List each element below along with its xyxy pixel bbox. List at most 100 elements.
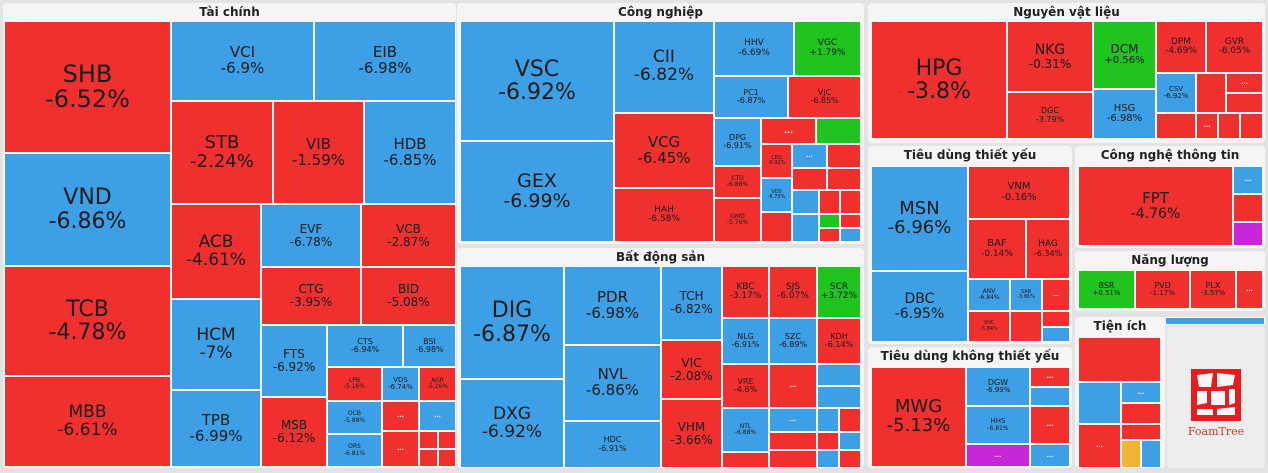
stock-tile[interactable]: AGR -5.26% bbox=[419, 367, 456, 401]
more-tile[interactable] bbox=[1121, 403, 1161, 424]
stock-tile[interactable]: CII -6.82% bbox=[614, 21, 714, 113]
more-tile[interactable] bbox=[761, 212, 792, 242]
more-tile[interactable] bbox=[827, 144, 861, 168]
stock-tile[interactable]: DGC -3.79% bbox=[1007, 92, 1093, 139]
more-tile[interactable]: ... bbox=[1042, 279, 1070, 311]
stock-tile[interactable]: VJC -6.85% bbox=[788, 76, 861, 118]
stock-tile[interactable]: VNM -0.16% bbox=[968, 166, 1070, 219]
stock-tile[interactable]: NKG -0.31% bbox=[1007, 21, 1093, 92]
more-tile[interactable] bbox=[792, 214, 819, 242]
more-tile[interactable]: ... bbox=[792, 144, 827, 168]
more-tile[interactable]: ... bbox=[1121, 382, 1161, 403]
stock-tile[interactable]: HAH -6.58% bbox=[614, 188, 714, 242]
more-tile[interactable]: ... bbox=[1196, 113, 1218, 139]
stock-tile[interactable]: SJS -6.07% bbox=[769, 266, 817, 318]
stock-tile[interactable]: FTS -6.92% bbox=[261, 325, 327, 397]
more-tile[interactable] bbox=[819, 190, 840, 214]
more-tile[interactable] bbox=[819, 214, 840, 228]
more-tile[interactable] bbox=[817, 450, 839, 468]
more-tile[interactable] bbox=[769, 432, 817, 450]
stock-tile[interactable]: VRE -4.6% bbox=[722, 364, 769, 408]
more-tile[interactable]: ... bbox=[1236, 270, 1263, 309]
more-tile[interactable] bbox=[419, 431, 438, 449]
more-tile[interactable]: ... bbox=[1078, 424, 1121, 468]
stock-tile[interactable]: HDC -6.91% bbox=[564, 421, 661, 468]
stock-tile[interactable]: GMD -5.76% bbox=[714, 198, 761, 242]
stock-tile[interactable]: PC1 -6.87% bbox=[714, 76, 788, 118]
more-tile[interactable] bbox=[827, 168, 861, 190]
stock-tile[interactable]: ANV -6.84% bbox=[968, 279, 1010, 311]
more-tile[interactable] bbox=[839, 450, 861, 468]
more-tile[interactable] bbox=[1141, 440, 1161, 468]
stock-tile[interactable]: VCI -6.9% bbox=[171, 21, 314, 101]
stock-tile[interactable]: HCM -7% bbox=[171, 299, 261, 390]
more-tile[interactable] bbox=[817, 408, 839, 432]
stock-tile[interactable]: DGW -6.99% bbox=[966, 367, 1030, 406]
stock-tile[interactable]: BSR +0.51% bbox=[1078, 270, 1135, 309]
stock-tile[interactable]: TCB -4.78% bbox=[4, 266, 171, 376]
more-tile[interactable] bbox=[792, 190, 819, 214]
stock-tile[interactable]: FPT -4.76% bbox=[1078, 166, 1233, 246]
stock-tile[interactable]: STB -2.24% bbox=[171, 101, 273, 204]
more-tile[interactable] bbox=[769, 450, 817, 468]
stock-tile[interactable]: CTG -3.95% bbox=[261, 267, 361, 325]
stock-tile[interactable]: VOS -6.73% bbox=[761, 178, 792, 212]
stock-tile[interactable]: VSC -6.92% bbox=[460, 21, 614, 141]
stock-tile[interactable]: PVD -1.17% bbox=[1135, 270, 1190, 309]
more-tile[interactable] bbox=[1226, 93, 1263, 113]
more-tile[interactable] bbox=[840, 190, 861, 214]
more-tile[interactable]: ... bbox=[382, 401, 419, 431]
more-tile[interactable] bbox=[1121, 424, 1161, 440]
stock-tile[interactable]: SAB -3.86% bbox=[1010, 279, 1042, 311]
stock-tile[interactable]: EIB -6.98% bbox=[314, 21, 456, 101]
stock-tile[interactable]: BID -5.08% bbox=[361, 267, 456, 325]
stock-tile[interactable]: VCG -6.45% bbox=[614, 113, 714, 188]
more-tile[interactable] bbox=[1030, 387, 1070, 406]
stock-tile[interactable]: BAF -0.14% bbox=[968, 219, 1026, 279]
more-tile[interactable] bbox=[722, 452, 769, 468]
stock-tile[interactable]: VCB -2.87% bbox=[361, 204, 456, 267]
more-tile[interactable] bbox=[1218, 113, 1240, 139]
more-tile[interactable] bbox=[792, 168, 827, 190]
stock-tile[interactable]: DIG -6.87% bbox=[460, 266, 564, 379]
more-tile[interactable] bbox=[1042, 311, 1070, 327]
stock-tile[interactable]: SCR +3.72% bbox=[817, 266, 861, 318]
stock-tile[interactable]: DCM +0.56% bbox=[1093, 21, 1156, 89]
stock-tile[interactable]: DPM -4.69% bbox=[1156, 21, 1206, 73]
more-tile[interactable] bbox=[819, 228, 840, 242]
more-tile[interactable] bbox=[1233, 222, 1263, 246]
stock-tile[interactable]: VND -6.86% bbox=[4, 153, 171, 266]
stock-tile[interactable]: DBC -6.95% bbox=[871, 271, 968, 342]
more-tile[interactable] bbox=[817, 386, 861, 408]
stock-tile[interactable]: OCB -5.88% bbox=[327, 401, 382, 434]
stock-tile[interactable]: MBB -6.61% bbox=[4, 376, 171, 467]
stock-tile[interactable]: VGC +1.79% bbox=[794, 21, 861, 76]
more-tile[interactable] bbox=[1156, 113, 1196, 139]
stock-tile[interactable]: ORS -6.81% bbox=[327, 434, 382, 467]
stock-tile[interactable]: CEO -6.92% bbox=[761, 144, 792, 178]
more-tile[interactable]: ... bbox=[1030, 367, 1070, 387]
stock-tile[interactable]: HSG -6.98% bbox=[1093, 89, 1156, 139]
stock-tile[interactable]: HPG -3.8% bbox=[871, 21, 1007, 139]
more-tile[interactable] bbox=[438, 431, 456, 449]
stock-tile[interactable]: VHC -5.84% bbox=[968, 311, 1010, 342]
more-tile[interactable]: ... bbox=[382, 431, 419, 467]
more-tile[interactable]: ... bbox=[1030, 444, 1070, 467]
stock-tile[interactable]: VDS -6.74% bbox=[382, 367, 419, 401]
more-tile[interactable] bbox=[1165, 317, 1265, 325]
stock-tile[interactable]: TCH -6.82% bbox=[661, 266, 722, 340]
more-tile[interactable] bbox=[1010, 311, 1042, 342]
stock-tile[interactable]: NVL -6.86% bbox=[564, 345, 661, 421]
stock-tile[interactable]: SHB -6.52% bbox=[4, 21, 171, 153]
stock-tile[interactable]: GEX -6.99% bbox=[460, 141, 614, 242]
stock-tile[interactable]: VIB -1.59% bbox=[273, 101, 364, 204]
stock-tile[interactable]: MSN -6.96% bbox=[871, 166, 968, 271]
stock-tile[interactable]: BSI -6.98% bbox=[403, 325, 456, 367]
more-tile[interactable]: ... bbox=[1233, 166, 1263, 194]
stock-tile[interactable]: CSV -6.92% bbox=[1156, 73, 1196, 113]
stock-tile[interactable]: MWG -5.13% bbox=[871, 367, 966, 467]
stock-tile[interactable]: GVR -6.05% bbox=[1206, 21, 1263, 73]
more-tile[interactable]: ... bbox=[1030, 406, 1070, 444]
stock-tile[interactable]: MSB -6.12% bbox=[261, 397, 327, 467]
more-tile[interactable]: ... bbox=[761, 118, 816, 144]
